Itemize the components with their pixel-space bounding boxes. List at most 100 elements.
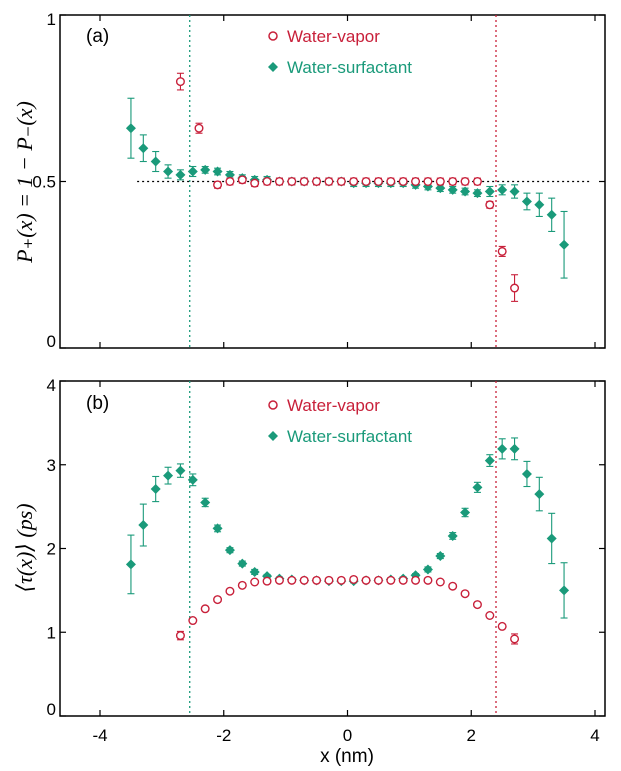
panel-b: -4 -2 0 2 4 0 1 2 3 4 (b) Water-vapor Water-surfa… <box>12 376 606 745</box>
data-point-water-vapor <box>200 604 210 614</box>
data-point-water-vapor <box>497 246 507 256</box>
data-point-water-vapor <box>460 176 470 186</box>
panel-a-reference-lines <box>137 15 592 348</box>
data-point-water-vapor <box>274 575 284 585</box>
data-point-water-vapor <box>274 176 284 186</box>
data-point-water-vapor <box>472 176 482 186</box>
panel-b-y-axis-label: ⟨τ(x)⟩ (ps) <box>12 503 37 592</box>
data-point-water-vapor <box>510 283 520 293</box>
data-point-water-vapor <box>250 577 260 587</box>
y-tick-label: 0 <box>47 332 56 351</box>
panel-a-legend-vapor-label: Water-vapor <box>287 27 380 46</box>
data-point-water-vapor <box>237 175 247 185</box>
data-point-water-vapor <box>188 616 198 626</box>
data-point-water-vapor <box>373 176 383 186</box>
data-point-water-vapor <box>386 176 396 186</box>
panel-a-legend-vapor-marker <box>268 31 278 41</box>
data-point-water-vapor <box>485 611 495 621</box>
panel-b-legend-surfactant-label: Water-surfactant <box>287 427 412 446</box>
data-point-water-vapor <box>299 176 309 186</box>
y-tick-label: 1 <box>47 623 56 642</box>
data-point-water-vapor <box>361 176 371 186</box>
data-point-water-surfactant <box>497 443 508 454</box>
data-point-water-surfactant <box>497 184 508 195</box>
data-point-water-vapor <box>510 634 520 644</box>
y-tick-label: 2 <box>47 540 56 559</box>
data-point-water-vapor <box>324 575 334 585</box>
data-point-water-surfactant <box>237 558 248 569</box>
data-point-water-vapor <box>175 77 185 87</box>
data-point-water-surfactant <box>546 209 557 220</box>
data-point-water-surfactant <box>175 465 186 476</box>
data-point-water-surfactant <box>559 239 570 250</box>
data-point-water-surfactant <box>534 199 545 210</box>
panel-a-legend-surfactant-label: Water-surfactant <box>287 58 412 77</box>
data-point-water-surfactant <box>125 559 136 570</box>
data-point-water-vapor <box>336 176 346 186</box>
data-point-water-surfactant <box>224 169 235 180</box>
data-point-water-vapor <box>361 575 371 585</box>
data-point-water-vapor <box>435 176 445 186</box>
x-tick-label: -2 <box>216 726 231 745</box>
data-point-water-surfactant <box>138 520 149 531</box>
x-axis-label: x (nm) <box>320 746 374 767</box>
panel-b-ticks: -4 -2 0 2 4 0 1 2 3 4 <box>47 376 605 745</box>
data-point-water-surfactant <box>472 188 483 199</box>
data-point-water-vapor <box>262 176 272 186</box>
data-point-water-surfactant <box>534 489 545 500</box>
x-tick-label: 2 <box>467 726 476 745</box>
data-point-water-surfactant <box>521 468 532 479</box>
data-point-water-vapor <box>213 595 223 605</box>
data-point-water-surfactant <box>125 123 136 134</box>
data-point-water-surfactant <box>138 143 149 154</box>
data-point-water-surfactant <box>200 164 211 175</box>
data-point-water-vapor <box>287 176 297 186</box>
data-point-water-vapor <box>175 631 185 641</box>
data-point-water-vapor <box>460 589 470 599</box>
data-point-water-vapor <box>225 176 235 186</box>
data-point-water-surfactant <box>249 566 260 577</box>
y-tick-label: 0 <box>47 700 56 719</box>
data-point-water-surfactant <box>163 166 174 177</box>
y-tick-label: 0.5 <box>32 173 56 192</box>
data-point-water-surfactant <box>187 474 198 485</box>
x-tick-label: -4 <box>92 726 107 745</box>
data-point-water-vapor <box>349 176 359 186</box>
data-point-water-vapor <box>497 621 507 631</box>
data-point-water-vapor <box>423 176 433 186</box>
y-tick-label: 4 <box>47 376 56 395</box>
data-point-water-vapor <box>213 180 223 190</box>
data-point-water-surfactant <box>187 166 198 177</box>
data-point-water-surfactant <box>422 564 433 575</box>
data-point-water-vapor <box>194 123 204 133</box>
data-point-water-surfactant <box>435 551 446 562</box>
data-point-water-surfactant <box>484 186 495 197</box>
data-point-water-surfactant <box>460 507 471 518</box>
x-tick-label: 0 <box>343 726 352 745</box>
data-point-water-surfactant <box>224 545 235 556</box>
data-point-water-vapor <box>287 575 297 585</box>
data-point-water-vapor <box>398 176 408 186</box>
data-point-water-vapor <box>299 575 309 585</box>
data-point-water-vapor <box>373 575 383 585</box>
data-point-water-surfactant <box>460 186 471 197</box>
data-point-water-vapor <box>262 576 272 586</box>
data-point-water-surfactant <box>447 530 458 541</box>
y-tick-label: 3 <box>47 456 56 475</box>
panel-b-legend-surfactant-marker <box>268 431 278 441</box>
data-point-water-surfactant <box>150 484 161 495</box>
panel-a-points <box>125 77 570 293</box>
data-point-water-surfactant <box>163 470 174 481</box>
panel-b-reference-lines <box>189 381 497 716</box>
data-point-water-surfactant <box>175 169 186 180</box>
data-point-water-surfactant <box>559 585 570 596</box>
data-point-water-surfactant <box>484 455 495 466</box>
data-point-water-vapor <box>398 575 408 585</box>
data-point-water-vapor <box>312 176 322 186</box>
data-point-water-surfactant <box>212 166 223 177</box>
data-point-water-surfactant <box>200 497 211 508</box>
data-point-water-vapor <box>411 176 421 186</box>
data-point-water-vapor <box>349 574 359 584</box>
data-point-water-surfactant <box>447 184 458 195</box>
